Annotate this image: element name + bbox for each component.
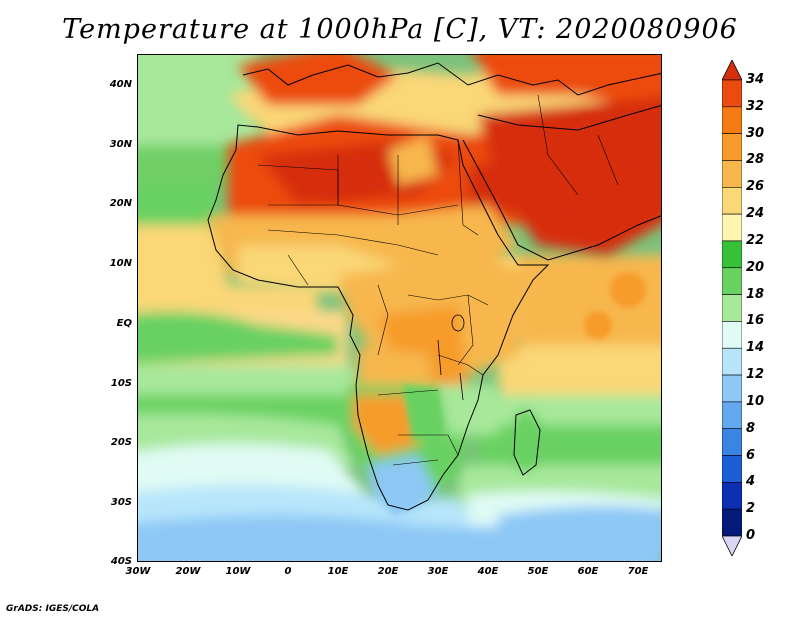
lat-label-20s: 20S	[110, 437, 132, 448]
lat-label-10n: 10N	[109, 258, 132, 269]
colorbar-segment	[722, 294, 742, 322]
colorbar-bottom-triangle	[722, 535, 742, 556]
colorbar-segment	[722, 455, 742, 483]
credit-text: GrADS: IGES/COLA	[6, 604, 100, 614]
colorbar-segment	[722, 428, 742, 456]
colorbar-label: 8	[746, 420, 756, 436]
lon-label-40e: 40E	[477, 566, 499, 577]
lat-label-30n: 30N	[109, 139, 132, 150]
lon-label-20e: 20E	[377, 566, 399, 577]
lat-label-40n: 40N	[109, 79, 132, 90]
lon-label-10w: 10W	[225, 566, 251, 577]
colorbar-top-triangle	[722, 60, 742, 81]
colorbar-segment	[722, 482, 742, 510]
colorbar-label: 14	[746, 340, 765, 356]
lon-label-70e: 70E	[627, 566, 649, 577]
lon-label-50e: 50E	[527, 566, 549, 577]
colorbar-segment	[722, 79, 742, 108]
lon-label-60e: 60E	[577, 566, 599, 577]
colorbar-label: 22	[746, 232, 765, 248]
colorbar-segment	[722, 160, 742, 188]
lat-label-30s: 30S	[110, 497, 132, 508]
colorbar	[722, 60, 742, 556]
colorbar-segment	[722, 267, 742, 295]
colorbar-label: 34	[746, 72, 765, 87]
lon-label-10e: 10E	[327, 566, 349, 577]
colorbar-label: 12	[746, 367, 765, 383]
detail-overlay	[288, 110, 661, 515]
continent-temperatures	[208, 55, 661, 515]
colorbar-segment	[722, 186, 742, 215]
lat-label-20n: 20N	[109, 198, 132, 209]
colorbar-segment	[722, 401, 742, 430]
lat-label-10s: 10S	[110, 378, 132, 389]
lat-label-40s: 40S	[110, 556, 132, 567]
colorbar-segment	[722, 240, 742, 269]
colorbar-label: 0	[746, 528, 756, 543]
colorbar-segment	[722, 213, 742, 242]
colorbar-label: 2	[746, 501, 756, 517]
colorbar-label: 16	[746, 313, 765, 329]
temperature-map	[138, 55, 661, 561]
lon-label-0: 0	[284, 566, 292, 577]
lon-label-20w: 20W	[175, 566, 201, 577]
colorbar-label: 4	[746, 474, 756, 490]
colorbar-label: 30	[746, 125, 765, 141]
colorbar-label: 24	[746, 206, 765, 222]
country-borders	[257, 94, 619, 466]
colorbar-label: 6	[746, 447, 756, 463]
coastline	[207, 62, 661, 511]
colorbar-segment	[722, 374, 742, 403]
colorbar-segment	[722, 133, 742, 161]
map-title: Temperature at 1000hPa [C], VT: 20200809…	[62, 14, 738, 45]
colorbar-label: 20	[746, 259, 765, 275]
colorbar-label: 10	[746, 393, 765, 409]
colorbar-label: 32	[746, 98, 765, 114]
colorbar-segment	[722, 347, 742, 376]
lakes	[437, 314, 465, 401]
map-plot-area	[137, 54, 662, 562]
colorbar-label: 26	[746, 179, 765, 195]
colorbar-label: 18	[746, 286, 765, 302]
colorbar-segment	[722, 106, 742, 134]
colorbar-segment	[722, 321, 742, 349]
colorbar-segment	[722, 508, 742, 537]
lat-label-eq: EQ	[116, 318, 132, 329]
lon-label-30e: 30E	[427, 566, 449, 577]
temperature-field	[138, 55, 661, 561]
colorbar-label: 28	[746, 152, 765, 168]
lon-label-30w: 30W	[125, 566, 151, 577]
